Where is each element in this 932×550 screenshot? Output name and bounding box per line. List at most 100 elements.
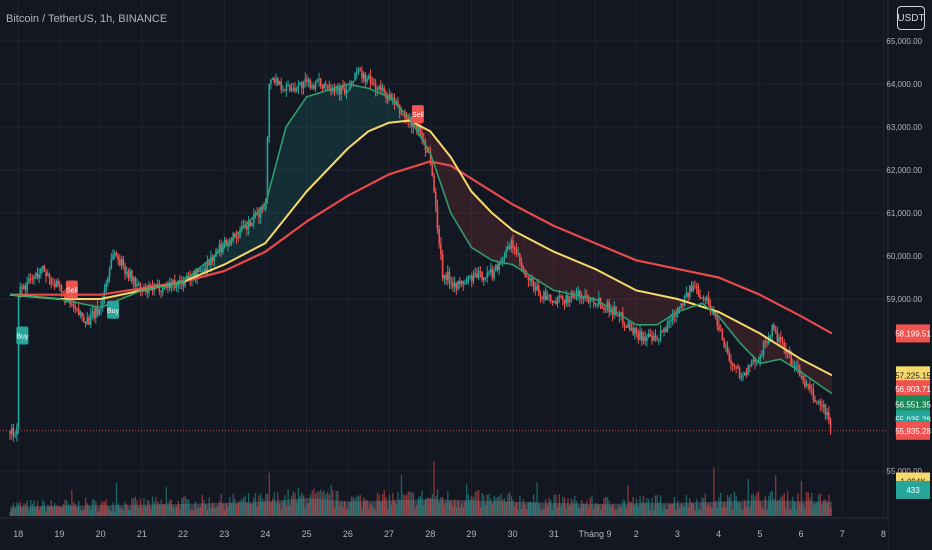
candle-body <box>333 89 336 91</box>
candle-body <box>537 285 540 296</box>
ema-cloud-segment <box>829 374 832 394</box>
candle-body <box>313 85 315 89</box>
volume-bar <box>783 493 785 516</box>
candle-body <box>805 383 808 387</box>
candle-body <box>558 296 561 298</box>
candle-body <box>704 298 707 301</box>
volume-bar <box>699 508 701 516</box>
time-tick-label: 21 <box>137 529 147 539</box>
volume-bar <box>330 484 332 516</box>
ema-cloud-segment <box>356 85 361 142</box>
volume-bar <box>447 490 449 516</box>
volume-bar <box>285 505 288 516</box>
volume-bar <box>469 499 471 516</box>
volume-bar <box>538 503 540 516</box>
candle-body <box>522 266 525 270</box>
time-axis-panel <box>0 518 888 550</box>
volume-bar <box>811 492 813 516</box>
volume-bar <box>150 508 152 516</box>
ema-cloud-segment <box>277 142 282 228</box>
volume-bar <box>457 501 459 516</box>
volume-bar <box>131 498 133 516</box>
volume-bar <box>24 503 27 516</box>
candle-body <box>168 284 171 289</box>
volume-bar <box>332 490 334 516</box>
candle-body <box>573 297 576 298</box>
candle-body <box>804 380 806 387</box>
volume-bar <box>115 482 118 516</box>
volume-bar <box>802 504 804 516</box>
candle-body <box>513 247 516 250</box>
candle-body <box>172 280 174 285</box>
volume-bar <box>804 508 806 516</box>
volume-bar <box>236 504 238 516</box>
ema-cloud-segment <box>656 294 661 325</box>
candle-body <box>472 275 475 282</box>
candle-body <box>74 306 77 309</box>
candle-body <box>38 274 40 279</box>
volume-bar <box>35 507 37 516</box>
candle-body <box>551 300 554 303</box>
candle-body <box>402 114 404 116</box>
candle-body <box>728 352 731 361</box>
price-tag <box>896 395 930 414</box>
candle-body <box>622 312 624 324</box>
candle-body <box>149 284 152 287</box>
candle-body <box>630 327 633 330</box>
candle-body <box>469 275 471 278</box>
volume-bar <box>678 508 681 516</box>
candle-body <box>620 312 622 315</box>
candle-body <box>101 299 104 306</box>
volume-bar <box>404 495 406 516</box>
volume-bar <box>759 502 761 516</box>
volume-bar <box>395 504 397 516</box>
ema-mid-line <box>9 119 833 377</box>
candle-body <box>579 290 581 299</box>
ema-cloud-segment <box>595 268 600 302</box>
volume-bar <box>357 496 360 516</box>
volume-bar <box>423 504 425 516</box>
ema-cloud-segment <box>813 365 818 384</box>
volume-bar <box>462 507 464 516</box>
currency-button[interactable]: USDT <box>897 6 925 30</box>
volume-bar <box>206 509 209 516</box>
volume-bar <box>184 496 186 516</box>
ema-cloud-segment <box>533 240 538 281</box>
volume-bar <box>466 483 468 516</box>
volume-bar <box>194 501 197 516</box>
volume-bar <box>217 506 219 516</box>
candle-body <box>714 315 717 318</box>
candle-body <box>460 281 463 284</box>
volume-bar <box>635 498 638 516</box>
volume-bar <box>577 508 579 516</box>
volume-bar <box>829 508 832 516</box>
volume-bar <box>392 493 394 516</box>
volume-bar <box>345 509 348 516</box>
volume-bar <box>399 499 401 516</box>
ema-cloud-segment <box>327 89 332 170</box>
volume-bar <box>189 510 191 516</box>
candle-body <box>218 244 221 251</box>
candle-body <box>325 84 327 86</box>
price-tag-label: 58,199.51 <box>895 329 931 338</box>
volume-bar <box>306 503 308 516</box>
candle-body <box>220 244 222 253</box>
candle-body <box>390 94 392 99</box>
candle-body <box>749 366 751 368</box>
ema-cloud-segment <box>722 314 727 327</box>
candle-body <box>355 72 358 74</box>
volume-bar <box>12 502 15 516</box>
volume-bar <box>708 503 710 516</box>
volume-bar <box>222 503 224 516</box>
candle-body <box>529 278 531 281</box>
candle-body <box>764 341 767 343</box>
candle-body <box>731 363 734 366</box>
candle-body <box>702 298 705 300</box>
volume-bar <box>126 504 128 516</box>
volume-bar <box>102 501 104 516</box>
candle-body <box>453 283 456 287</box>
candle-body <box>816 401 818 403</box>
volume-bar <box>151 496 154 516</box>
ema-cloud-segment <box>632 288 637 325</box>
